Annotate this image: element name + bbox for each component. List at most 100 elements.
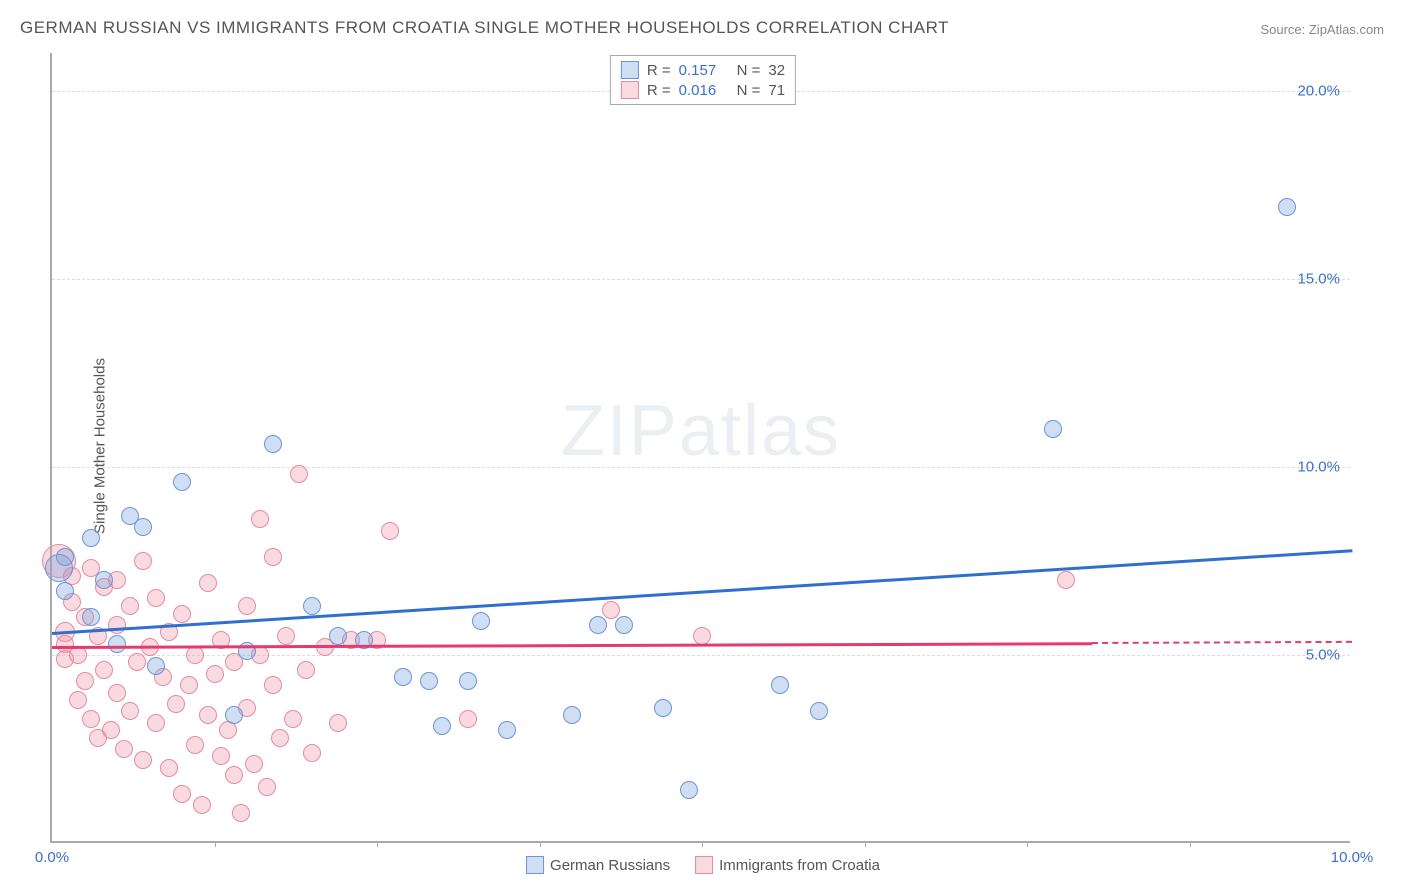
scatter-point bbox=[69, 646, 87, 664]
scatter-point bbox=[69, 691, 87, 709]
scatter-point bbox=[589, 616, 607, 634]
scatter-point bbox=[108, 684, 126, 702]
r-label: R = bbox=[647, 82, 671, 99]
watermark-light: atlas bbox=[679, 391, 841, 471]
scatter-point bbox=[206, 665, 224, 683]
scatter-point bbox=[173, 605, 191, 623]
scatter-point bbox=[108, 616, 126, 634]
x-tick-mark bbox=[377, 841, 378, 847]
swatch-series1 bbox=[621, 61, 639, 79]
scatter-point bbox=[173, 473, 191, 491]
scatter-point bbox=[271, 729, 289, 747]
scatter-point bbox=[167, 695, 185, 713]
scatter-point bbox=[134, 552, 152, 570]
scatter-point bbox=[771, 676, 789, 694]
scatter-point bbox=[82, 608, 100, 626]
n-value-series2: 71 bbox=[768, 82, 785, 99]
scatter-point bbox=[680, 781, 698, 799]
scatter-point bbox=[56, 582, 74, 600]
n-label: N = bbox=[737, 62, 761, 79]
scatter-point bbox=[56, 548, 74, 566]
scatter-point bbox=[121, 702, 139, 720]
scatter-point bbox=[251, 510, 269, 528]
x-tick-mark bbox=[215, 841, 216, 847]
scatter-point bbox=[134, 518, 152, 536]
scatter-point bbox=[615, 616, 633, 634]
scatter-point bbox=[284, 710, 302, 728]
x-tick-mark bbox=[865, 841, 866, 847]
y-tick-label: 15.0% bbox=[1297, 270, 1340, 287]
scatter-point bbox=[1057, 571, 1075, 589]
scatter-point bbox=[654, 699, 672, 717]
scatter-point bbox=[381, 522, 399, 540]
trend-line bbox=[52, 550, 1352, 635]
scatter-point bbox=[147, 657, 165, 675]
scatter-point bbox=[232, 804, 250, 822]
scatter-point bbox=[303, 744, 321, 762]
scatter-point bbox=[147, 714, 165, 732]
legend-item-series2: Immigrants from Croatia bbox=[695, 856, 880, 874]
r-value-series2: 0.016 bbox=[679, 82, 729, 99]
scatter-point bbox=[238, 597, 256, 615]
scatter-point bbox=[693, 627, 711, 645]
n-label: N = bbox=[737, 82, 761, 99]
scatter-point bbox=[420, 672, 438, 690]
scatter-point bbox=[147, 589, 165, 607]
scatter-point bbox=[225, 706, 243, 724]
y-tick-label: 10.0% bbox=[1297, 458, 1340, 475]
scatter-point bbox=[128, 653, 146, 671]
scatter-point bbox=[76, 672, 94, 690]
scatter-point bbox=[102, 721, 120, 739]
r-label: R = bbox=[647, 62, 671, 79]
scatter-point bbox=[563, 706, 581, 724]
scatter-point bbox=[433, 717, 451, 735]
scatter-point bbox=[95, 661, 113, 679]
scatter-point bbox=[264, 435, 282, 453]
scatter-point bbox=[82, 710, 100, 728]
scatter-point bbox=[199, 706, 217, 724]
scatter-point bbox=[121, 597, 139, 615]
scatter-point bbox=[1044, 420, 1062, 438]
scatter-point bbox=[193, 796, 211, 814]
trend-line bbox=[1092, 641, 1352, 644]
x-tick-mark bbox=[540, 841, 541, 847]
scatter-point bbox=[199, 574, 217, 592]
scatter-point bbox=[303, 597, 321, 615]
n-value-series1: 32 bbox=[768, 62, 785, 79]
scatter-point bbox=[212, 747, 230, 765]
plot-area: ZIPatlas 5.0%10.0%15.0%20.0%0.0%10.0% bbox=[50, 53, 1350, 843]
scatter-point bbox=[810, 702, 828, 720]
scatter-point bbox=[82, 529, 100, 547]
scatter-point bbox=[277, 627, 295, 645]
scatter-point bbox=[459, 672, 477, 690]
scatter-point bbox=[180, 676, 198, 694]
scatter-point bbox=[602, 601, 620, 619]
legend-label-series1: German Russians bbox=[550, 857, 670, 874]
scatter-point bbox=[258, 778, 276, 796]
correlation-legend: R = 0.157 N = 32 R = 0.016 N = 71 bbox=[610, 55, 796, 105]
legend-row-series1: R = 0.157 N = 32 bbox=[621, 60, 785, 80]
y-tick-label: 20.0% bbox=[1297, 82, 1340, 99]
chart-title: GERMAN RUSSIAN VS IMMIGRANTS FROM CROATI… bbox=[20, 18, 949, 38]
legend-label-series2: Immigrants from Croatia bbox=[719, 857, 880, 874]
scatter-point bbox=[264, 548, 282, 566]
scatter-point bbox=[115, 740, 133, 758]
y-tick-label: 5.0% bbox=[1306, 646, 1340, 663]
x-tick-label: 0.0% bbox=[35, 849, 69, 866]
scatter-point bbox=[1278, 198, 1296, 216]
x-tick-mark bbox=[1027, 841, 1028, 847]
scatter-point bbox=[329, 714, 347, 732]
legend-item-series1: German Russians bbox=[526, 856, 670, 874]
scatter-point bbox=[173, 785, 191, 803]
x-tick-mark bbox=[702, 841, 703, 847]
scatter-point bbox=[329, 627, 347, 645]
scatter-point bbox=[134, 751, 152, 769]
swatch-series2 bbox=[695, 856, 713, 874]
scatter-point bbox=[225, 766, 243, 784]
scatter-point bbox=[498, 721, 516, 739]
x-tick-mark bbox=[1190, 841, 1191, 847]
r-value-series1: 0.157 bbox=[679, 62, 729, 79]
scatter-point bbox=[108, 635, 126, 653]
scatter-point bbox=[95, 571, 113, 589]
x-tick-label: 10.0% bbox=[1331, 849, 1374, 866]
